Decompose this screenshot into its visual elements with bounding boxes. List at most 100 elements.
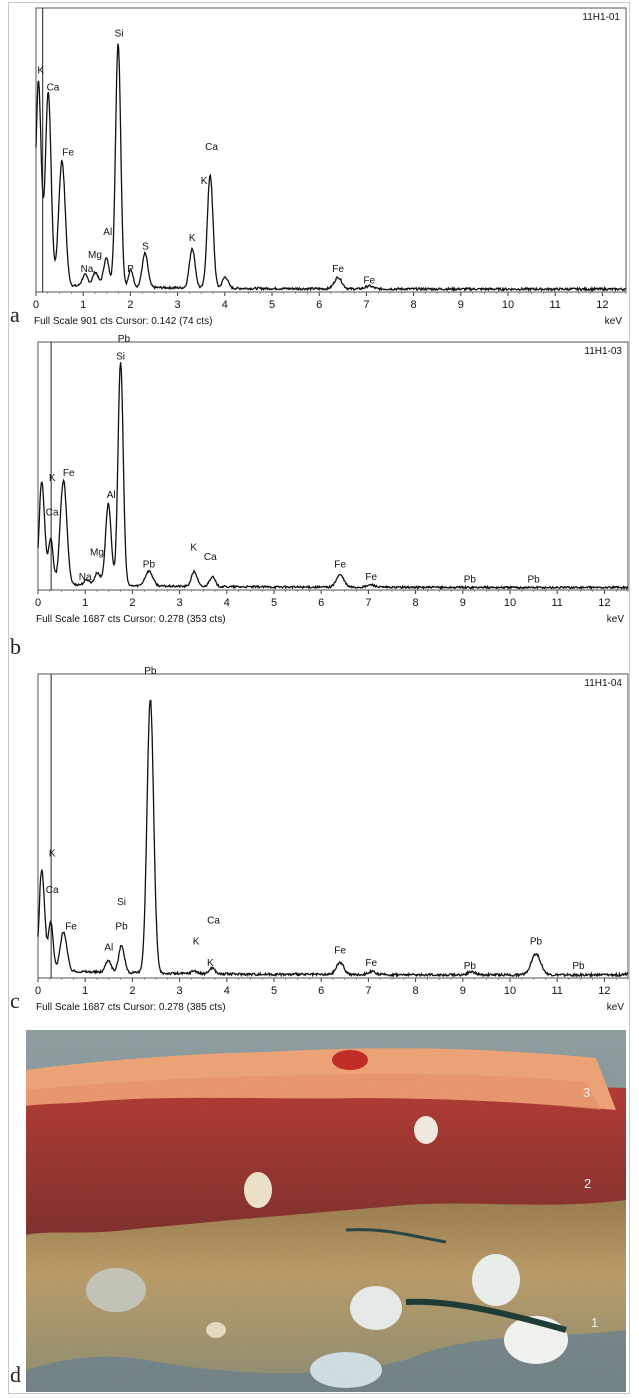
x-tick-label: 3 xyxy=(177,985,183,997)
element-label: K xyxy=(193,937,200,948)
x-tick-label: 2 xyxy=(129,597,135,609)
x-tick-label: 7 xyxy=(365,597,371,609)
x-tick-label: 3 xyxy=(175,299,181,311)
panel-letter-c: c xyxy=(10,988,20,1013)
x-tick-label: 7 xyxy=(363,299,369,311)
x-tick-label: 1 xyxy=(82,985,88,997)
element-label: Pb xyxy=(143,560,156,571)
element-label: K xyxy=(190,542,197,553)
x-tick-label: 11 xyxy=(551,597,562,609)
element-label: Pb xyxy=(464,961,477,972)
element-label: Al xyxy=(104,943,113,954)
x-axis-label: keV xyxy=(605,316,623,327)
x-tick-label: 4 xyxy=(224,597,230,609)
x-tick-label: 2 xyxy=(127,299,133,311)
x-tick-label: 6 xyxy=(318,597,324,609)
x-tick-label: 1 xyxy=(80,299,86,311)
element-label: K xyxy=(207,958,214,969)
x-tick-label: 12 xyxy=(598,985,610,997)
element-label: K xyxy=(189,233,196,244)
element-label: P xyxy=(127,264,134,275)
element-label: K xyxy=(49,848,56,859)
spectrum-trace xyxy=(37,699,629,978)
x-tick-label: 11 xyxy=(549,299,560,311)
x-tick-label: 10 xyxy=(504,597,516,609)
element-label: Mg xyxy=(88,250,102,261)
element-label: Pb xyxy=(527,575,540,586)
element-label: Al xyxy=(107,490,116,501)
sample-id: 11H1-03 xyxy=(584,346,622,357)
x-tick-label: 4 xyxy=(224,985,230,997)
element-label: K xyxy=(37,65,44,76)
cross-section-image xyxy=(26,1030,626,1392)
x-tick-label: 10 xyxy=(502,299,514,311)
element-label: Na xyxy=(79,572,92,583)
element-label: Pb xyxy=(572,961,585,972)
x-tick-label: 8 xyxy=(413,985,419,997)
layer-label-1: 1 xyxy=(591,1315,599,1330)
x-tick-label: 6 xyxy=(316,299,322,311)
element-label: Na xyxy=(81,264,94,275)
x-tick-label: 3 xyxy=(177,597,183,609)
layer-label-2: 2 xyxy=(584,1176,592,1191)
spectrum-trace xyxy=(37,362,629,591)
element-label: Ca xyxy=(207,915,220,926)
element-label: K xyxy=(49,473,56,484)
panel-letter-d: d xyxy=(10,1362,21,1387)
figure-frame xyxy=(8,2,630,1394)
element-label: Pb xyxy=(115,921,128,932)
x-tick-label: 0 xyxy=(33,299,39,311)
x-tick-label: 5 xyxy=(271,597,277,609)
element-label: Al xyxy=(103,227,112,238)
x-tick-label: 12 xyxy=(598,597,610,609)
x-tick-label: 9 xyxy=(460,985,466,997)
element-label: Pb xyxy=(144,666,157,677)
element-label: K xyxy=(201,176,208,187)
element-label: Ca xyxy=(205,142,218,153)
x-tick-label: 9 xyxy=(460,597,466,609)
footer-text: Full Scale 1687 cts Cursor: 0.278 (385 c… xyxy=(36,1002,226,1013)
x-tick-label: 10 xyxy=(504,985,516,997)
element-label: Si xyxy=(117,897,126,908)
element-label: Ca xyxy=(46,508,59,519)
footer-text: Full Scale 1687 cts Cursor: 0.278 (353 c… xyxy=(36,614,226,625)
x-tick-label: 5 xyxy=(271,985,277,997)
element-label: Fe xyxy=(365,958,377,969)
element-label: Si xyxy=(115,28,124,39)
element-label: Pb xyxy=(464,575,477,586)
panel-letter-b: b xyxy=(10,634,21,659)
x-axis-label: keV xyxy=(607,614,625,625)
plot-area xyxy=(37,341,629,591)
element-label: Fe xyxy=(332,264,344,275)
cross-section-photo: 3 2 1 xyxy=(26,1030,626,1392)
element-label: Fe xyxy=(363,275,375,286)
x-axis-label: keV xyxy=(607,1002,625,1013)
element-label: Ca xyxy=(204,552,217,563)
element-label: Si xyxy=(116,351,125,362)
x-tick-label: 8 xyxy=(413,597,419,609)
element-label: Fe xyxy=(334,560,346,571)
panel-letter-a: a xyxy=(10,302,20,327)
x-tick-label: 0 xyxy=(35,985,41,997)
element-label: Fe xyxy=(365,572,377,583)
footer-text: Full Scale 901 cts Cursor: 0.142 (74 cts… xyxy=(34,316,212,327)
element-label: Fe xyxy=(65,921,77,932)
x-tick-label: 8 xyxy=(411,299,417,311)
element-label: S xyxy=(142,241,149,252)
sample-id: 11H1-01 xyxy=(582,12,620,23)
x-tick-label: 12 xyxy=(596,299,608,311)
x-tick-label: 6 xyxy=(318,985,324,997)
spectrum-trace xyxy=(35,43,627,293)
x-tick-label: 11 xyxy=(551,985,562,997)
x-tick-label: 4 xyxy=(222,299,228,311)
element-label: Fe xyxy=(334,946,346,957)
x-tick-label: 1 xyxy=(82,597,88,609)
x-tick-label: 0 xyxy=(35,597,41,609)
x-tick-label: 9 xyxy=(458,299,464,311)
element-label: Fe xyxy=(63,468,75,479)
plot-area xyxy=(35,7,627,293)
sample-id: 11H1-04 xyxy=(584,678,622,689)
